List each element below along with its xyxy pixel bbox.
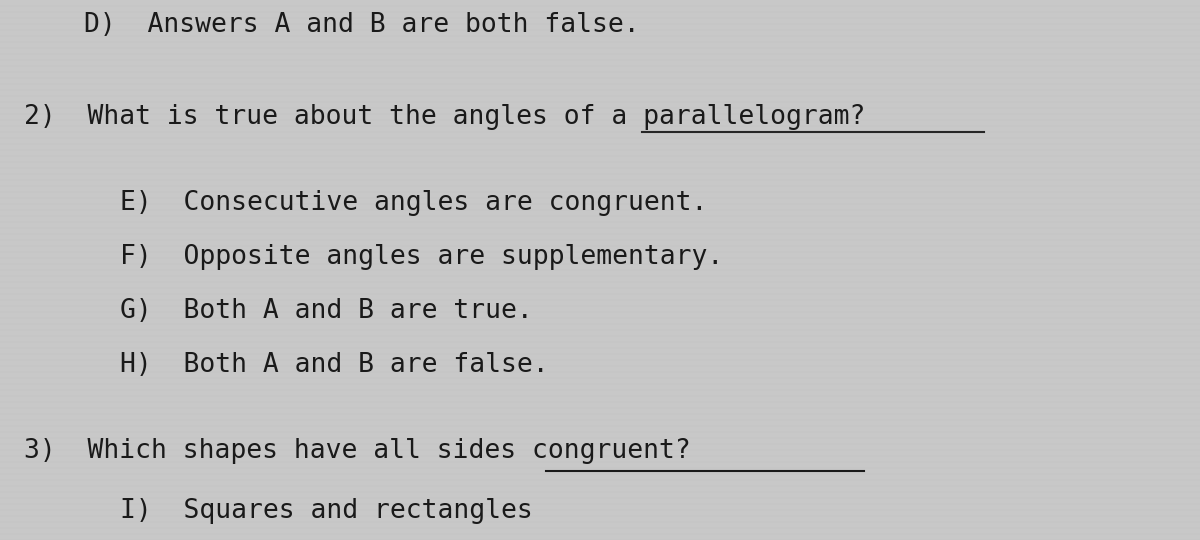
Text: G)  Both A and B are true.: G) Both A and B are true. — [120, 298, 533, 324]
Text: F)  Opposite angles are supplementary.: F) Opposite angles are supplementary. — [120, 244, 724, 270]
Text: E)  Consecutive angles are congruent.: E) Consecutive angles are congruent. — [120, 190, 707, 216]
Text: 3)  Which shapes have all sides congruent?: 3) Which shapes have all sides congruent… — [24, 438, 691, 464]
Text: I)  Squares and rectangles: I) Squares and rectangles — [120, 498, 533, 524]
Text: H)  Both A and B are false.: H) Both A and B are false. — [120, 352, 548, 378]
Text: D)  Answers A and B are both false.: D) Answers A and B are both false. — [84, 12, 640, 38]
Text: 2)  What is true about the angles of a parallelogram?: 2) What is true about the angles of a pa… — [24, 104, 865, 130]
